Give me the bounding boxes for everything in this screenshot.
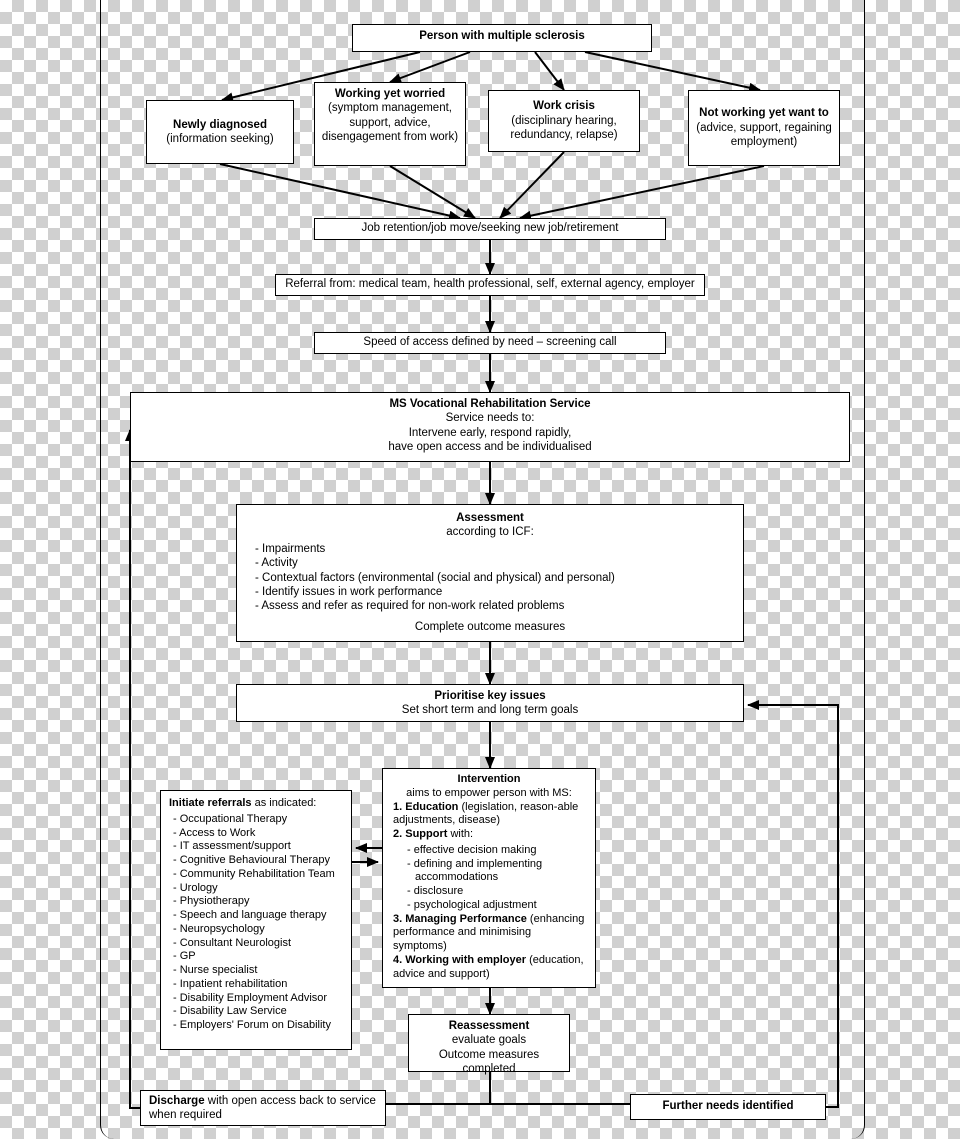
assessment-sub: according to ICF: bbox=[446, 526, 534, 538]
prioritise-title: Prioritise key issues bbox=[434, 690, 545, 702]
list-item: - effective decision making bbox=[407, 844, 585, 858]
list-item: - GP bbox=[173, 950, 343, 964]
node-root: Person with multiple sclerosis bbox=[352, 24, 652, 52]
service-l3: have open access and be individualised bbox=[388, 441, 591, 453]
list-item: - defining and implementing accommodatio… bbox=[407, 858, 585, 886]
node-newly-diagnosed: Newly diagnosed (information seeking) bbox=[146, 100, 294, 164]
speed-text: Speed of access defined by need – screen… bbox=[363, 336, 616, 348]
assessment-item: - Activity bbox=[255, 556, 729, 570]
node-prioritise: Prioritise key issues Set short term and… bbox=[236, 684, 744, 722]
list-item: - Employers' Forum on Disability bbox=[173, 1019, 343, 1033]
cat3-sub: (disciplinary hearing, redundancy, relap… bbox=[495, 114, 633, 143]
node-work-crisis: Work crisis (disciplinary hearing, redun… bbox=[488, 90, 640, 152]
service-l1: Service needs to: bbox=[446, 412, 535, 424]
intervention-sub: aims to empower person with MS: bbox=[406, 787, 572, 799]
assessment-item: - Assess and refer as required for non-w… bbox=[255, 599, 729, 613]
cat2-sub: (symptom management, support, advice, di… bbox=[322, 102, 458, 143]
list-item: - Consultant Neurologist bbox=[173, 937, 343, 951]
list-item: - IT assessment/support bbox=[173, 840, 343, 854]
node-further: Further needs identified bbox=[630, 1094, 826, 1120]
node-reassessment: Reassessment evaluate goals Outcome meas… bbox=[408, 1014, 570, 1072]
assessment-item: - Identify issues in work performance bbox=[255, 585, 729, 599]
list-item: - Neuropsychology bbox=[173, 923, 343, 937]
node-assessment: Assessment according to ICF: - Impairmen… bbox=[236, 504, 744, 642]
reassess-l2: Outcome measures completed bbox=[439, 1049, 539, 1075]
list-item: - Urology bbox=[173, 882, 343, 896]
prioritise-sub: Set short term and long term goals bbox=[402, 704, 578, 716]
list-item: - Occupational Therapy bbox=[173, 813, 343, 827]
cat2-title: Working yet worried bbox=[335, 88, 445, 100]
jobret-text: Job retention/job move/seeking new job/r… bbox=[362, 222, 619, 234]
intervention-title: Intervention bbox=[458, 773, 521, 785]
list-item: - disclosure bbox=[407, 885, 585, 899]
reassess-title: Reassessment bbox=[449, 1020, 530, 1032]
node-speed: Speed of access defined by need – screen… bbox=[314, 332, 666, 354]
cat1-title: Newly diagnosed bbox=[153, 118, 287, 132]
cat1-sub: (information seeking) bbox=[153, 132, 287, 146]
list-item: - psychological adjustment bbox=[407, 899, 585, 913]
list-item: - Speech and language therapy bbox=[173, 909, 343, 923]
node-referral: Referral from: medical team, health prof… bbox=[275, 274, 705, 296]
list-item: - Cognitive Behavioural Therapy bbox=[173, 854, 343, 868]
node-intervention: Intervention aims to empower person with… bbox=[382, 768, 596, 988]
list-item: - Community Rehabilitation Team bbox=[173, 868, 343, 882]
list-item: - Physiotherapy bbox=[173, 895, 343, 909]
assessment-list: - Impairments - Activity - Contextual fa… bbox=[251, 542, 729, 614]
service-title: MS Vocational Rehabilitation Service bbox=[389, 398, 590, 410]
list-item: - Nurse specialist bbox=[173, 964, 343, 978]
referrals-suffix: as indicated: bbox=[252, 797, 317, 809]
list-item: - Disability Employment Advisor bbox=[173, 992, 343, 1006]
assessment-footer: Complete outcome measures bbox=[251, 620, 729, 634]
discharge-title: Discharge bbox=[149, 1095, 205, 1107]
further-title: Further needs identified bbox=[663, 1100, 794, 1112]
intervention-support-list: - effective decision making - defining a… bbox=[393, 844, 585, 913]
list-item: - Disability Law Service bbox=[173, 1005, 343, 1019]
referral-text: Referral from: medical team, health prof… bbox=[285, 278, 695, 290]
node-not-working: Not working yet want to (advice, support… bbox=[688, 90, 840, 166]
reassess-l1: evaluate goals bbox=[452, 1034, 526, 1046]
node-discharge: Discharge with open access back to servi… bbox=[140, 1090, 386, 1126]
list-item: - Inpatient rehabilitation bbox=[173, 978, 343, 992]
node-service: MS Vocational Rehabilitation Service Ser… bbox=[130, 392, 850, 462]
referrals-list: - Occupational Therapy - Access to Work … bbox=[169, 813, 343, 1033]
node-job-retention: Job retention/job move/seeking new job/r… bbox=[314, 218, 666, 240]
node-referrals: Initiate referrals as indicated: - Occup… bbox=[160, 790, 352, 1050]
referrals-title: Initiate referrals bbox=[169, 797, 252, 809]
list-item: - Access to Work bbox=[173, 827, 343, 841]
assessment-item: - Impairments bbox=[255, 542, 729, 556]
assessment-item: - Contextual factors (environmental (soc… bbox=[255, 571, 729, 585]
assessment-title: Assessment bbox=[456, 512, 524, 524]
node-working-worried: Working yet worried (symptom management,… bbox=[314, 82, 466, 166]
root-title: Person with multiple sclerosis bbox=[419, 30, 585, 42]
service-l2: Intervene early, respond rapidly, bbox=[409, 427, 572, 439]
cat4-title: Not working yet want to bbox=[695, 106, 833, 120]
cat3-title: Work crisis bbox=[495, 99, 633, 113]
cat4-sub: (advice, support, regaining employment) bbox=[695, 121, 833, 150]
